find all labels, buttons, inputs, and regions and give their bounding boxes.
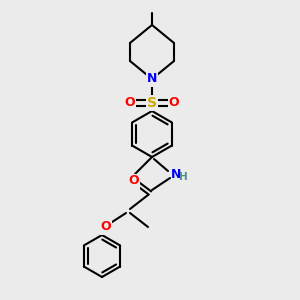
Text: H: H bbox=[178, 172, 188, 182]
Text: O: O bbox=[125, 97, 135, 110]
Text: O: O bbox=[169, 97, 179, 110]
Text: N: N bbox=[171, 167, 181, 181]
Text: O: O bbox=[129, 175, 139, 188]
Text: O: O bbox=[101, 220, 111, 233]
Text: N: N bbox=[147, 73, 157, 85]
Text: S: S bbox=[147, 96, 157, 110]
